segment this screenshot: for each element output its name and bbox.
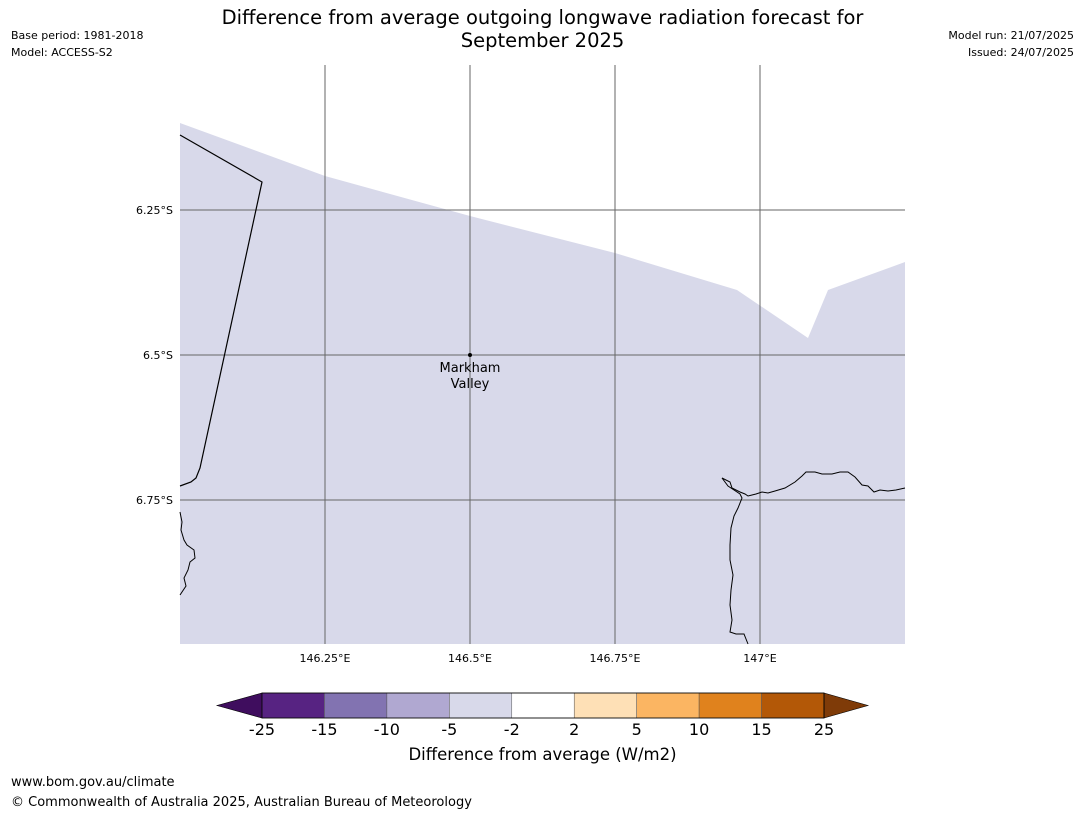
colorbar-tick-label: 2 <box>569 720 580 739</box>
colorbar-segment <box>261 692 325 719</box>
meta-left: Base period: 1981-2018 Model: ACCESS-S2 <box>11 27 143 61</box>
colorbar-outline <box>261 692 825 719</box>
title-line-2: September 2025 <box>460 29 625 52</box>
title-line-1: Difference from average outgoing longwav… <box>221 6 864 29</box>
colorbar-tick-label: -25 <box>248 720 276 739</box>
footer-url[interactable]: www.bom.gov.au/climate <box>11 775 175 790</box>
coastline-west <box>179 511 196 596</box>
issued-date: Issued: 24/07/2025 <box>967 46 1074 59</box>
colorbar-extend-min <box>215 692 263 719</box>
colorbar-segment <box>698 692 762 719</box>
lon-tick-label: 146.75°E <box>590 652 641 665</box>
colorbar-tick-label: 10 <box>688 720 710 739</box>
map-title: Difference from average outgoing longwav… <box>190 6 895 52</box>
colorbar-tick-label: 25 <box>813 720 835 739</box>
meta-right: Model run: 21/07/2025 Issued: 24/07/2025 <box>948 27 1074 61</box>
colorbar-segment <box>386 692 450 719</box>
axis-labels: 146.25°E 146.5°E 146.75°E 147°E 6.25°S 6.5°S 6… <box>136 204 777 665</box>
colorbar-segment <box>511 692 575 719</box>
footer-copyright: © Commonwealth of Australia 2025, Austra… <box>11 795 472 810</box>
model-run: Model run: 21/07/2025 <box>948 29 1074 42</box>
lon-tick-label: 146.5°E <box>448 652 492 665</box>
model-name: Model: ACCESS-S2 <box>11 46 113 59</box>
colorbar-segment <box>636 692 700 719</box>
location-label-line-1: Markham <box>440 361 501 376</box>
colorbar-tick-label: -2 <box>503 720 520 739</box>
colorbar-tick-label: -10 <box>373 720 400 739</box>
graticule <box>180 65 905 644</box>
colorbar-segment <box>573 692 637 719</box>
colorbar-extend-max <box>823 692 870 719</box>
river-line <box>721 477 749 645</box>
border-line <box>179 134 263 487</box>
lat-tick-label: 6.25°S <box>136 204 173 217</box>
colorbar-segment <box>324 692 388 719</box>
lat-tick-label: 6.5°S <box>143 349 173 362</box>
colorbar-tick-label: 5 <box>631 720 642 739</box>
colorbar-tick-label: -15 <box>311 720 338 739</box>
lon-tick-label: 147°E <box>743 652 776 665</box>
map-panel: Markham Valley <box>179 65 906 645</box>
colorbar-tick-label: -5 <box>441 720 458 739</box>
lon-tick-label: 146.25°E <box>300 652 351 665</box>
location-marker <box>468 353 472 357</box>
base-period: Base period: 1981-2018 <box>11 29 144 42</box>
coastline-east <box>721 471 906 497</box>
colorbar <box>215 692 870 719</box>
colorbar-label: Difference from average (W/m2) <box>408 745 677 764</box>
colorbar-tick-label: 15 <box>751 720 772 739</box>
colorbar-segment <box>761 692 825 719</box>
ocean-fill-region <box>180 123 905 644</box>
colorbar-segment <box>449 692 513 719</box>
location-label-line-2: Valley <box>451 377 490 392</box>
lat-tick-label: 6.75°S <box>136 494 173 507</box>
